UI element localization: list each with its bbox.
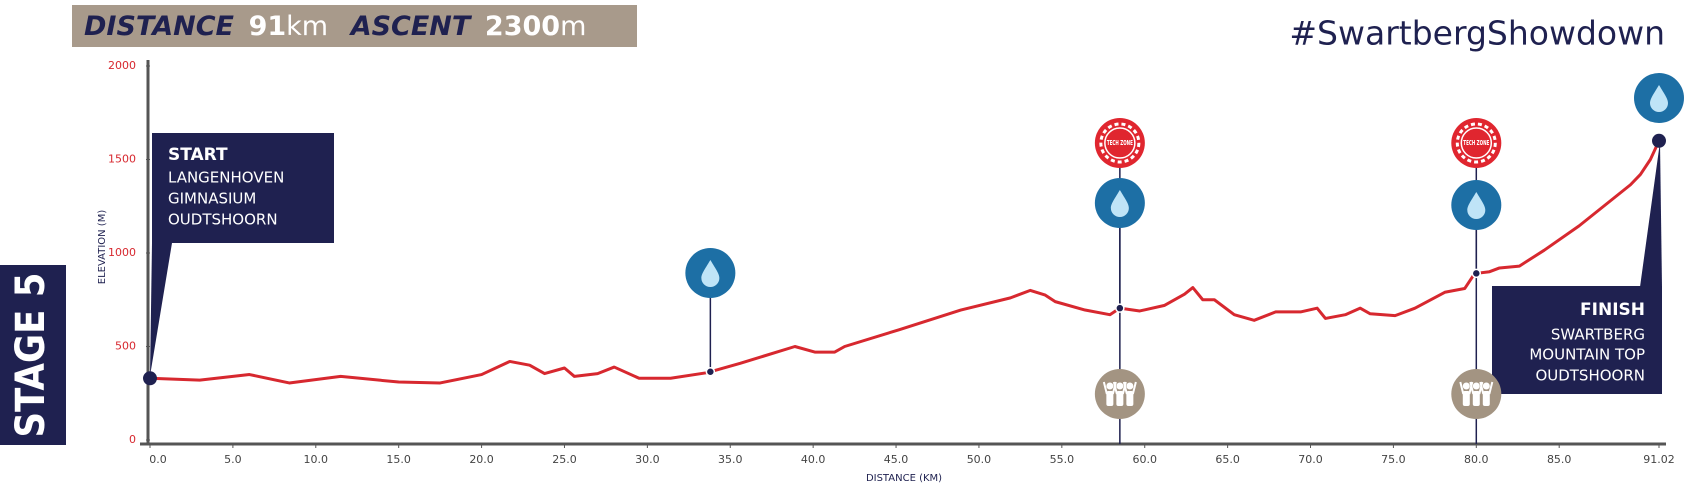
spectator-point (1451, 369, 1502, 419)
finish-callout: FINISH SWARTBERG MOUNTAIN TOP OUDTSHOORN (1492, 142, 1662, 394)
water-point (685, 248, 736, 298)
tech-zone-cog (1455, 122, 1497, 164)
start-box (152, 133, 334, 243)
x-tick-label: 65.0 (1215, 453, 1240, 466)
tech-zone: TECH ZONE (1094, 118, 1145, 168)
y-axis-title: ELEVATION (M) (97, 210, 108, 285)
spectator-head (1462, 382, 1470, 390)
spectator-body (1462, 391, 1470, 406)
start-dot (143, 371, 157, 386)
x-tick-label: 60.0 (1132, 453, 1157, 466)
header-text: DISTANCE 91km ASCENT 2300m (84, 11, 586, 42)
water-drop (1467, 192, 1486, 219)
distance-unit: km (286, 11, 328, 42)
spectator-head (1482, 382, 1490, 390)
distance: 91 (249, 11, 287, 42)
water-drop (701, 260, 720, 287)
route-dot (705, 366, 716, 377)
x-tick-label: 45.0 (884, 453, 909, 466)
spectator-body (1106, 391, 1114, 406)
spectator-body (1126, 391, 1134, 406)
start-pointer (150, 243, 172, 376)
y-tick-label: 0 (129, 433, 136, 446)
finish-line: OUDTSHOORN (1535, 367, 1645, 385)
spectator-point (1094, 369, 1145, 419)
x-tick-label: 85.0 (1547, 453, 1572, 466)
spectator-arms (1122, 381, 1137, 395)
route-dot (1115, 303, 1125, 313)
tech-zone-ring (1104, 127, 1136, 159)
water-point (1451, 180, 1502, 230)
x-axis-title: DISTANCE (KM) (866, 473, 942, 484)
x-tick-label: 35.0 (718, 453, 743, 466)
x-tick-label: 0.0 (149, 453, 167, 466)
x-tick-label: 30.0 (635, 453, 660, 466)
spectator-body (1482, 391, 1490, 406)
x-tick-label: 80.0 (1464, 453, 1489, 466)
water-drop (1650, 85, 1668, 112)
x-tick-label: 10.0 (304, 453, 329, 466)
tech-zone-ring (1460, 127, 1493, 159)
hashtag: #SwartbergShowdown (1289, 14, 1665, 53)
tech-zone: TECH ZONE (1451, 118, 1502, 168)
y-tick-label: 2000 (108, 59, 136, 72)
spectator-body (1472, 391, 1480, 406)
start-title: START (168, 145, 228, 165)
header-bar (72, 5, 637, 47)
finish-title: FINISH (1580, 300, 1645, 320)
elevation-line (149, 140, 1661, 385)
x-tick-label: 75.0 (1381, 453, 1406, 466)
x-tick-label: 55.0 (1050, 453, 1075, 466)
stage-box (0, 265, 66, 445)
water-point (1094, 178, 1145, 228)
x-tick-label: 91.02 (1643, 453, 1675, 466)
spectator-body (1116, 391, 1124, 406)
stage-label: STAGE 5 (8, 273, 54, 438)
finish-pointer (1640, 142, 1662, 287)
tech-zone-label: TECH ZONE (1107, 139, 1133, 147)
start-line: LANGENHOVEN (168, 169, 284, 187)
route-dot (1652, 133, 1666, 148)
spectator-head (1106, 382, 1114, 390)
x-tick-label: 5.0 (224, 453, 242, 466)
y-tick-label: 1000 (108, 246, 136, 259)
x-tick-label: 70.0 (1298, 453, 1323, 466)
markers (709, 143, 1478, 444)
spectator-head (1116, 382, 1124, 390)
x-tick-label: 50.0 (967, 453, 992, 466)
tech-zone-label: TECH ZONE (1463, 139, 1489, 147)
ascent: 2300 (485, 11, 560, 42)
x-tick-label: 15.0 (386, 453, 411, 466)
x-tick-label: 20.0 (469, 453, 494, 466)
start-line: OUDTSHOORN (168, 211, 278, 229)
spectator-head (1472, 382, 1480, 390)
icons: TECH ZONE TECH ZONE (685, 73, 1684, 419)
spectator-arms (1479, 381, 1494, 395)
finish-line: MOUNTAIN TOP (1529, 346, 1645, 364)
spectator-head (1126, 382, 1134, 390)
finish-box (1492, 286, 1662, 394)
x-tick-label: 40.0 (801, 453, 826, 466)
finish-line: SWARTBERG (1551, 326, 1645, 344)
ascent-label: ASCENT (349, 11, 473, 42)
ascent-unit: m (560, 11, 586, 42)
water-point (1634, 73, 1684, 123)
y-tick-label: 1500 (108, 153, 136, 166)
route-dot (1471, 268, 1482, 279)
x-tick-label: 25.0 (552, 453, 577, 466)
tech-zone-cog (1099, 122, 1141, 164)
y-tick-label: 500 (115, 340, 136, 353)
start-line: GIMNASIUM (168, 190, 256, 208)
axes (140, 60, 1666, 446)
water-drop (1110, 190, 1129, 217)
distance-label: DISTANCE (84, 11, 235, 42)
start-callout: START LANGENHOVEN GIMNASIUM OUDTSHOORN (150, 133, 334, 376)
